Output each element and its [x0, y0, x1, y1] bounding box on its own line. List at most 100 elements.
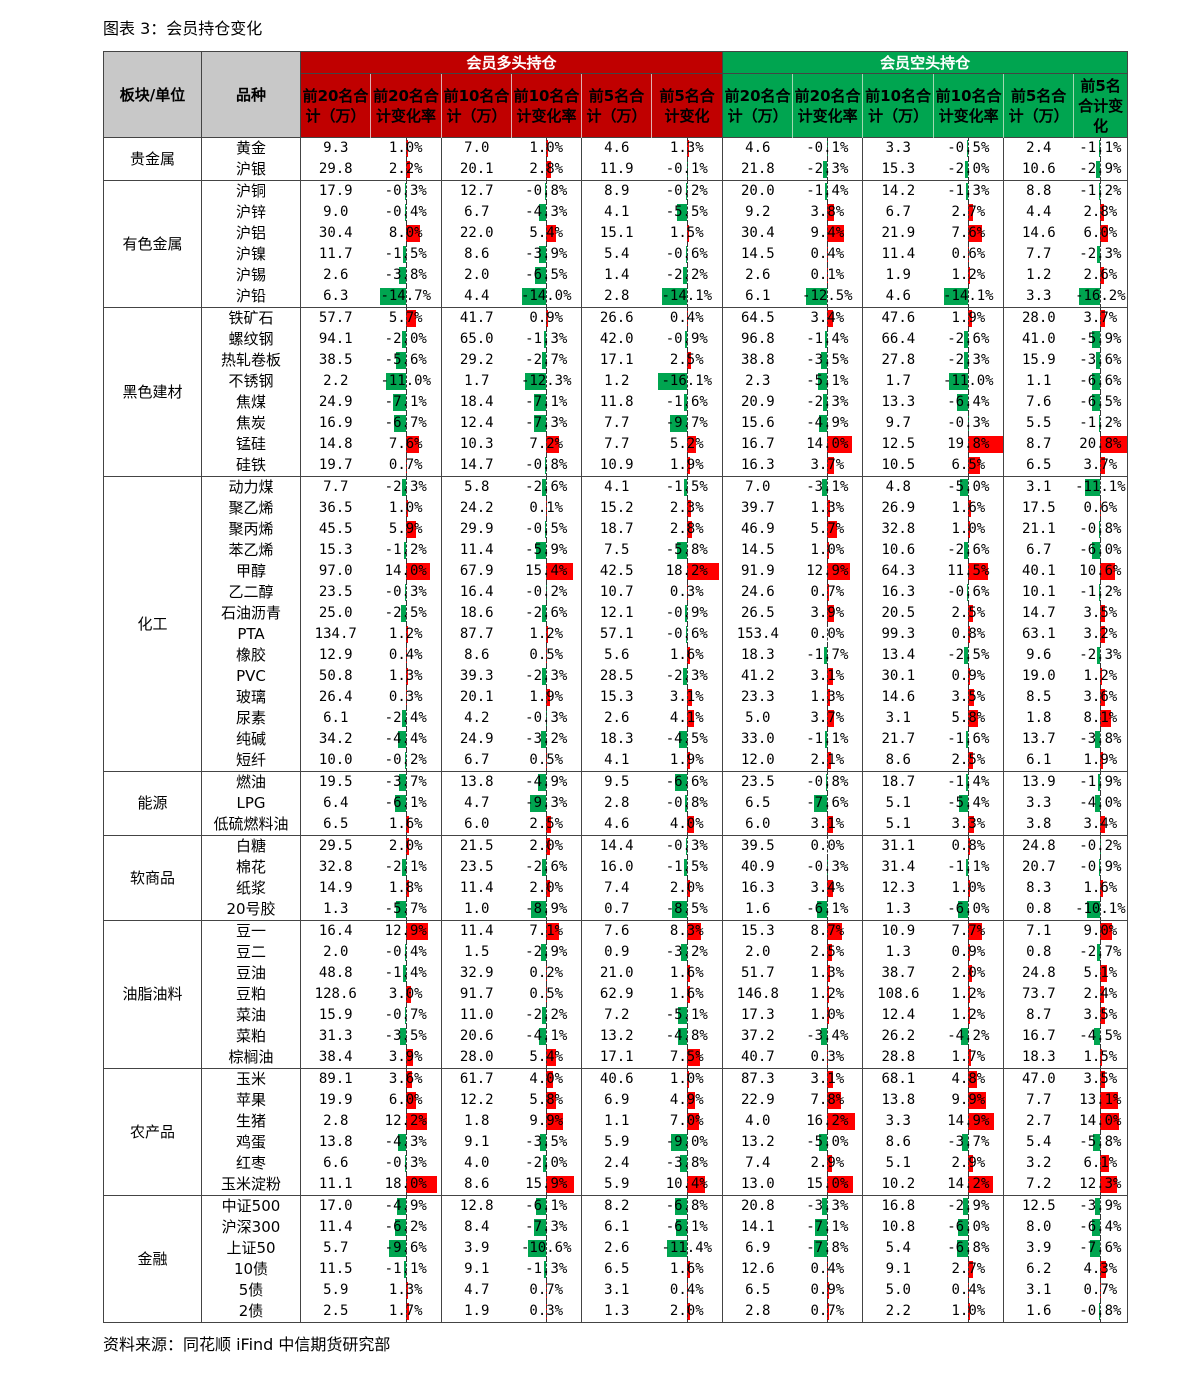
cell-long-top20-chg: 8.0% [370, 223, 442, 244]
table-row: 苯乙烯 15.3 -1.2% 11.4 -5.9% 7.5 -5.8% 14.5 1.0% 10.… [104, 540, 1129, 561]
cell-short-top10: 66.4 [881, 331, 916, 347]
bar-axis [405, 498, 407, 519]
bar-axis [968, 1047, 970, 1068]
cell-short-top10: 12.5 [881, 436, 916, 452]
cell-short-top20: 4.6 [722, 137, 793, 159]
bar-axis [405, 1259, 407, 1280]
bar-positive [1100, 923, 1113, 940]
cell-short-top20: 9.2 [745, 204, 771, 220]
cell-long-top20-chg: -6.7% [370, 413, 442, 434]
bar-positive [968, 1113, 995, 1130]
cell-long-top20-chg: 1.7% [370, 1301, 442, 1323]
cell-short-top10: 20.5 [881, 605, 916, 621]
cell-short-top20: 17.3 [740, 1007, 775, 1023]
product-name: 中证500 [201, 1195, 301, 1217]
bar-axis [968, 455, 970, 476]
cell-long-top5: 40.6 [581, 1068, 652, 1090]
cell-long-top10-chg: 4.0% [511, 1068, 582, 1090]
bar-axis [686, 244, 688, 265]
cell-long-top20: 16.4 [300, 920, 371, 942]
cell-short-top5-chg: -1.1% [1073, 137, 1129, 159]
cell-value: -7.6% [1079, 1240, 1122, 1256]
cell-short-top5: 63.1 [1021, 626, 1056, 642]
bar-axis [1100, 899, 1102, 920]
cell-short-top10: 99.3 [881, 626, 916, 642]
bar-axis [546, 1174, 548, 1195]
bar-axis [1100, 371, 1102, 392]
table-row: 石油沥青 25.0 -2.5% 18.6 -2.6% 12.1 -0.9% 26.5 3.9% 2… [104, 603, 1129, 624]
cell-long-top5-chg: -5.8% [651, 540, 724, 561]
cell-short-top5-chg: -3.9% [1073, 1195, 1129, 1217]
bar-axis [827, 159, 829, 180]
bar-axis [405, 286, 407, 307]
cell-short-top5-chg: 1.9% [1073, 750, 1129, 772]
cell-value: 2.0% [529, 838, 564, 854]
cell-short-top10: 14.2 [862, 180, 934, 202]
cell-value: -6.6% [665, 774, 708, 790]
cell-long-top5: 16.0 [599, 859, 634, 875]
cell-long-top20-chg: -7.1% [370, 392, 442, 413]
bar-axis [1100, 666, 1102, 687]
cell-short-top10: 47.6 [862, 307, 934, 329]
cell-long-top20-chg: 2.0% [370, 835, 442, 857]
cell-long-top5-chg: -11.4% [651, 1238, 724, 1259]
table-row: 橡胶 12.9 0.4% 8.6 0.5% 5.6 1.6% 18.3 -1.7% 13.4 -2.… [104, 645, 1129, 666]
bar-axis [546, 350, 548, 371]
cell-long-top5: 7.5 [604, 542, 630, 558]
sector-label: 能源 [103, 771, 202, 836]
cell-value: 1.3% [810, 689, 845, 705]
bar-axis [968, 350, 970, 371]
cell-long-top20-chg: 1.2% [370, 624, 442, 645]
bar-axis [405, 1047, 407, 1068]
bar-axis [686, 857, 688, 878]
bar-axis [1100, 181, 1102, 202]
cell-long-top10-chg: 0.2% [511, 963, 582, 984]
cell-long-top20: 45.5 [318, 521, 353, 537]
bar-axis [405, 455, 407, 476]
bar-negative [676, 1219, 687, 1236]
cell-short-top5-chg: 1.6% [1073, 878, 1129, 899]
cell-long-top10-chg: 2.0% [511, 835, 582, 857]
cell-long-top5-chg: 1.9% [651, 455, 724, 477]
cell-short-top10-chg: -2.6% [933, 329, 1005, 350]
bar-axis [405, 434, 407, 455]
cell-short-top10-chg: 0.9% [933, 666, 1005, 687]
cell-short-top10: 3.3 [862, 137, 934, 159]
cell-value: -3.4% [806, 1028, 849, 1044]
cell-value: -0.8% [525, 183, 568, 199]
cell-short-top20: 5.0 [745, 710, 771, 726]
cell-value: -3.3% [806, 1198, 849, 1214]
cell-short-top5: 1.6 [1003, 1301, 1074, 1323]
cell-short-top5-chg: -2.3% [1073, 645, 1129, 666]
cell-long-top5-chg: 2.5% [651, 350, 724, 371]
cell-long-top20: 38.4 [318, 1049, 353, 1065]
bar-axis [546, 836, 548, 857]
cell-short-top10-chg: -1.6% [933, 729, 1005, 750]
cell-value: -6.1% [384, 795, 427, 811]
cell-value: -3.2% [525, 731, 568, 747]
cell-long-top5-chg: 3.1% [651, 687, 724, 708]
sector-label: 有色金属 [103, 180, 202, 308]
cell-long-top10-chg: -4.3% [511, 202, 582, 223]
cell-value: 7.6% [951, 225, 986, 241]
cell-long-top20: 24.9 [318, 394, 353, 410]
cell-short-top20-chg: 7.8% [792, 1090, 864, 1111]
cell-short-top5: 8.5 [1026, 689, 1052, 705]
bar-axis [827, 1280, 829, 1301]
bar-axis [686, 750, 688, 771]
cell-long-top5: 5.9 [604, 1176, 630, 1192]
cell-short-top20: 12.0 [740, 752, 775, 768]
bar-positive [1100, 986, 1104, 1003]
cell-value: -4.3% [525, 204, 568, 220]
cell-short-top20-chg: -1.4% [792, 329, 864, 350]
bar-axis [686, 519, 688, 540]
bar-axis [546, 159, 548, 180]
bar-axis [686, 138, 688, 159]
cell-long-top10: 11.0 [459, 1007, 494, 1023]
cell-short-top10: 27.8 [881, 352, 916, 368]
cell-short-top10: 8.6 [885, 1134, 911, 1150]
bar-negative [1099, 1303, 1101, 1320]
bar-negative [686, 838, 687, 855]
cell-long-top10: 8.4 [464, 1219, 490, 1235]
bar-axis [686, 963, 688, 984]
